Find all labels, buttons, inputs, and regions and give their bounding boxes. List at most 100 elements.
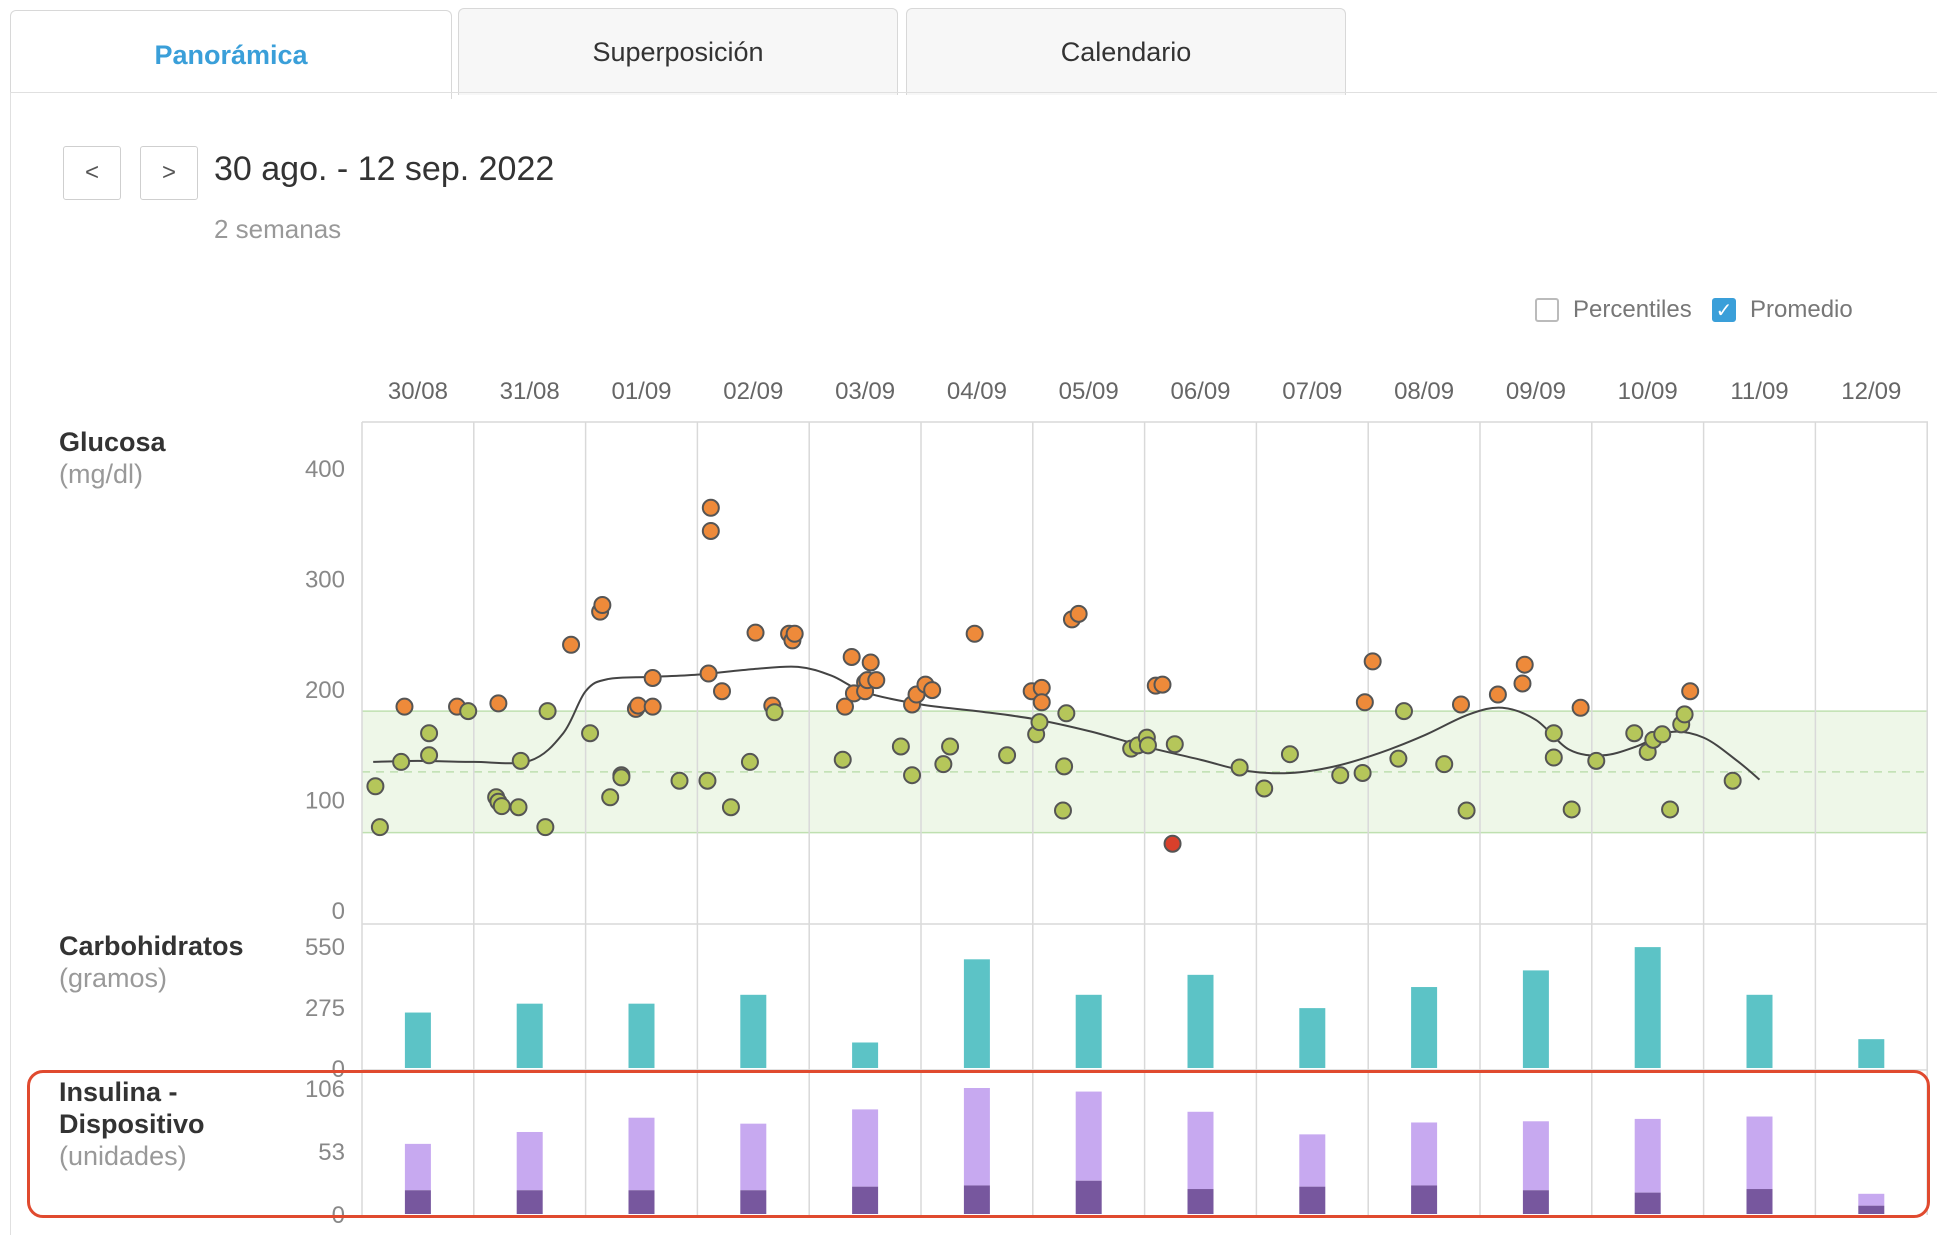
- glucose-point: [923, 681, 942, 700]
- carbs-bar: [1746, 994, 1773, 1068]
- glucose-point: [1069, 604, 1088, 623]
- glucose-point: [509, 798, 528, 817]
- glucose-point: [1138, 736, 1157, 755]
- promedio-option[interactable]: ✓ Promedio: [1712, 296, 1853, 324]
- glucose-point: [1488, 685, 1507, 704]
- glucose-point: [1681, 682, 1700, 701]
- carbs-row-label: Carbohidratos (gramos): [59, 930, 244, 994]
- glucose-point: [867, 671, 886, 690]
- glucose-point: [785, 624, 804, 643]
- glucose-point: [511, 751, 530, 770]
- insulin-basal-bar: [963, 1185, 990, 1214]
- glucose-point: [581, 724, 600, 743]
- day-label: 31/08: [500, 378, 560, 405]
- insulin-basal-bar: [1522, 1190, 1549, 1214]
- day-label: 06/09: [1170, 378, 1230, 405]
- glucose-point: [489, 694, 508, 713]
- insulin-bolus-bar: [1299, 1134, 1326, 1187]
- glucose-point: [1544, 724, 1563, 743]
- glucose-point: [1661, 800, 1680, 819]
- glucose-point: [1513, 674, 1532, 693]
- insulin-basal-bar: [852, 1186, 879, 1214]
- glucose-point: [562, 635, 581, 654]
- glucose-point: [643, 668, 662, 687]
- carbs-tick-label: 275: [305, 995, 345, 1022]
- day-label: 04/09: [947, 378, 1007, 405]
- duration-label: 2 semanas: [214, 214, 342, 244]
- glucose-point: [392, 752, 411, 771]
- percentiles-option[interactable]: Percentiles: [1535, 296, 1692, 324]
- glucose-point: [492, 797, 511, 816]
- carbs-bar: [516, 1003, 543, 1068]
- carbs-bar: [1299, 1008, 1326, 1068]
- glucose-point: [420, 724, 439, 743]
- carbs-unit: (gramos): [59, 963, 168, 993]
- glucose-point: [395, 697, 414, 716]
- next-button[interactable]: >: [140, 146, 198, 200]
- glucose-point: [934, 755, 953, 774]
- tab-panoramica[interactable]: Panorámica: [10, 10, 452, 99]
- glucose-point: [420, 746, 439, 765]
- insulin-highlight-box: [27, 1070, 1930, 1218]
- glucose-tick-label: 100: [305, 788, 345, 815]
- glucose-title: Glucosa: [59, 427, 166, 457]
- day-label: 11/09: [1730, 378, 1788, 405]
- insulin-basal-bar: [1746, 1189, 1773, 1214]
- glucose-point: [670, 771, 689, 790]
- glucose-point: [842, 647, 861, 666]
- day-label: 12/09: [1841, 378, 1901, 405]
- insulin-basal-bar: [1299, 1186, 1326, 1214]
- glucose-point: [1625, 724, 1644, 743]
- carbs-bar: [628, 1003, 655, 1068]
- glucose-point: [1030, 713, 1049, 732]
- insulin-basal-bar: [404, 1190, 431, 1214]
- glucose-tick-label: 200: [305, 677, 345, 704]
- carbs-bar: [1411, 987, 1438, 1068]
- promedio-label: Promedio: [1750, 296, 1853, 323]
- day-label: 08/09: [1394, 378, 1454, 405]
- glucose-point: [1363, 652, 1382, 671]
- insulin-bolus-bar: [1075, 1091, 1102, 1181]
- glucose-point: [612, 768, 631, 787]
- glucose-point: [536, 818, 555, 837]
- glucose-tick-label: 0: [332, 898, 345, 925]
- glucose-point: [746, 623, 765, 642]
- date-range: 30 ago. - 12 sep. 2022: [214, 150, 555, 188]
- insulin-basal-bar: [1634, 1192, 1661, 1214]
- carbs-tick-label: 0: [332, 1056, 345, 1083]
- insulin-bolus-bar: [1634, 1118, 1661, 1193]
- insulin-basal-bar: [1075, 1180, 1102, 1214]
- glucose-point: [1653, 725, 1672, 744]
- glucose-point: [861, 653, 880, 672]
- glucose-row-label: Glucosa (mg/dl): [59, 426, 166, 490]
- tab-superposicion[interactable]: Superposición: [458, 8, 898, 95]
- day-label: 30/08: [388, 378, 448, 405]
- insulin-bolus-bar: [404, 1143, 431, 1191]
- glucose-point: [1355, 693, 1374, 712]
- glucose-point: [1353, 763, 1372, 782]
- percentiles-checkbox[interactable]: [1535, 298, 1559, 322]
- carbs-bar: [1858, 1039, 1885, 1068]
- insulin-bolus-bar: [963, 1088, 990, 1186]
- glucose-point: [1457, 801, 1476, 820]
- insulin-bolus-bar: [628, 1117, 655, 1191]
- prev-button[interactable]: <: [63, 146, 121, 200]
- carbs-tick-label: 550: [305, 934, 345, 961]
- insulin-basal-bar: [740, 1190, 767, 1214]
- insulin-basal-bar: [516, 1190, 543, 1214]
- carbs-bar: [1187, 974, 1214, 1068]
- glucose-unit: (mg/dl): [59, 459, 144, 489]
- tab-calendario[interactable]: Calendario: [906, 8, 1346, 95]
- glucose-point: [740, 752, 759, 771]
- glucose-point: [891, 737, 910, 756]
- day-label: 01/09: [611, 378, 671, 405]
- glucose-tick-label: 300: [305, 567, 345, 594]
- promedio-checkbox[interactable]: ✓: [1712, 298, 1736, 322]
- insulin-row-label: Insulina - Dispositivo (unidades): [59, 1076, 205, 1172]
- insulin-bolus-bar: [1411, 1122, 1438, 1186]
- glucose-point: [1435, 755, 1454, 774]
- insulin-basal-bar: [1858, 1205, 1885, 1214]
- carbs-bar: [1634, 947, 1661, 1068]
- glucose-point: [721, 798, 740, 817]
- carbs-bar: [852, 1042, 879, 1068]
